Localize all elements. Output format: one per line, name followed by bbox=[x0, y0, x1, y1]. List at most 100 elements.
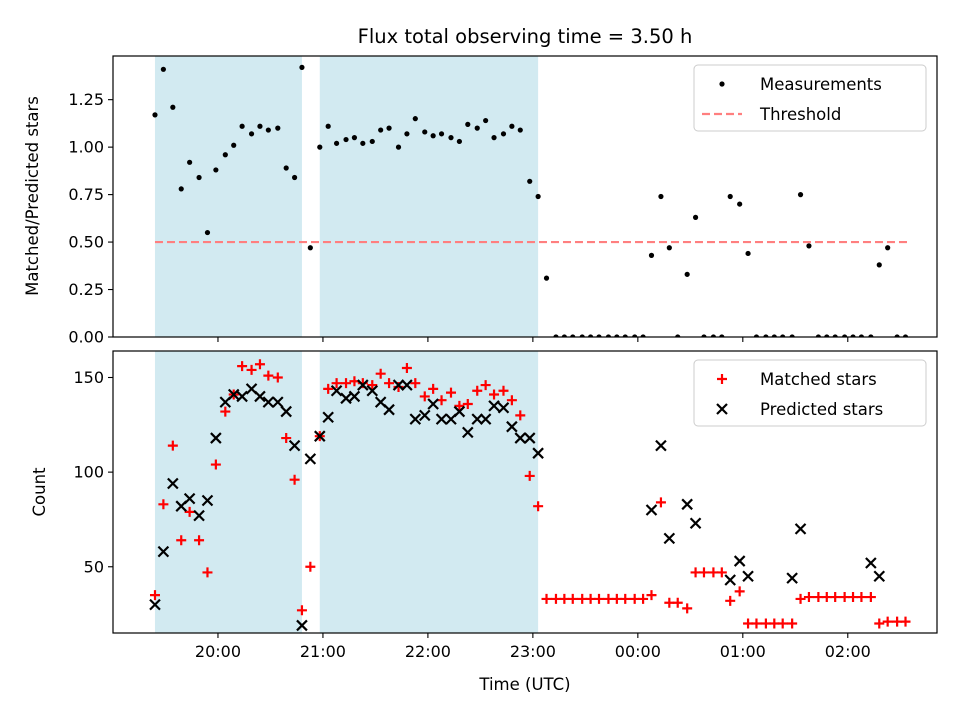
top-series-1-point bbox=[412, 116, 418, 122]
top-series-1-point bbox=[517, 127, 523, 133]
bottom-series-2-point bbox=[532, 447, 544, 459]
bottom-series-2-point bbox=[262, 396, 275, 408]
top-series-1-point bbox=[351, 135, 358, 141]
bottom-series-2-point bbox=[167, 477, 179, 490]
bottom-series-1-point bbox=[480, 380, 491, 391]
top-series-1-point bbox=[632, 334, 638, 337]
top-series-1-point bbox=[378, 127, 384, 133]
top-series-1-point bbox=[283, 165, 289, 171]
top-series-1-point bbox=[885, 245, 891, 251]
top-series-1-point bbox=[325, 123, 331, 129]
bottom-series-2-point bbox=[655, 439, 667, 452]
bottom-series-1-point bbox=[743, 618, 754, 629]
top-series-1-point bbox=[789, 334, 795, 337]
top-series-1-point bbox=[858, 334, 865, 337]
bottom-series-1-point bbox=[341, 378, 352, 389]
top-series-1-point bbox=[483, 117, 489, 124]
bottom-series-1-point bbox=[708, 567, 719, 578]
bottom-series-1-point bbox=[489, 389, 500, 400]
bottom-legend-box bbox=[693, 359, 927, 427]
bottom-legend-label-1: Matched stars bbox=[760, 370, 877, 389]
bottom-series-1-point bbox=[672, 597, 683, 608]
bottom-series-1-point bbox=[559, 593, 570, 604]
bottom-y-axis-label: Count bbox=[30, 467, 49, 517]
bottom-series-1-point bbox=[281, 433, 292, 444]
bottom-series-1-point bbox=[296, 605, 307, 616]
bottom-series-2-point bbox=[366, 384, 379, 397]
bottom-series-1-point bbox=[506, 395, 517, 406]
top-series-1-point bbox=[876, 262, 882, 268]
bottom-series-2-point bbox=[794, 523, 807, 535]
top-legend-label-2: Threshold bbox=[759, 105, 841, 124]
bottom-series-2-point bbox=[488, 400, 500, 412]
bottom-series-1-point bbox=[254, 359, 265, 370]
top-series-1-point bbox=[561, 334, 567, 337]
top-series-1-point bbox=[596, 334, 602, 337]
top-series-1-point bbox=[317, 144, 323, 150]
top-series-1-point bbox=[265, 127, 271, 133]
top-series-1-point bbox=[438, 131, 445, 137]
bottom-series-2-point bbox=[392, 379, 405, 391]
top-series-1-point bbox=[579, 334, 585, 337]
bottom-series-1-point bbox=[550, 593, 561, 604]
top-series-1-point bbox=[196, 174, 202, 181]
bottom-series-1-point bbox=[646, 590, 657, 601]
bottom-series-2-point bbox=[681, 498, 693, 511]
bottom-series-2-point bbox=[149, 598, 161, 611]
bottom-series-1-point bbox=[367, 380, 378, 391]
bottom-series-2-point bbox=[471, 413, 484, 425]
bottom-series-1-point bbox=[856, 592, 867, 603]
bottom-series-2-point bbox=[427, 398, 439, 410]
top-series-1-point bbox=[404, 131, 410, 137]
bottom-series-1-point bbox=[176, 535, 187, 546]
bottom-series-2-point bbox=[786, 572, 798, 584]
top-series-1-point bbox=[299, 64, 305, 70]
top-series-1-point bbox=[535, 193, 541, 200]
bottom-series-2-point bbox=[497, 402, 510, 414]
x-tick-label: 22:00 bbox=[405, 642, 451, 661]
top-y-axis-label: Matched/Predicted stars bbox=[23, 96, 42, 296]
bottom-series-2-point bbox=[479, 413, 492, 425]
bottom-series-2-point bbox=[523, 432, 536, 444]
bottom-series-2-point bbox=[288, 439, 301, 452]
bottom-series-2 bbox=[149, 379, 886, 632]
bottom-legend-swatch-1 bbox=[717, 374, 727, 384]
bottom-series-1-point bbox=[900, 616, 911, 627]
top-series-1-point bbox=[675, 334, 681, 337]
bottom-series-1-point bbox=[682, 603, 693, 614]
bottom-series-1-point bbox=[813, 592, 824, 603]
bottom-series-2-point bbox=[236, 390, 248, 403]
top-series-1-point bbox=[570, 334, 576, 337]
bottom-series-1-point bbox=[524, 470, 535, 481]
top-series-1-point bbox=[231, 142, 237, 148]
bottom-series-2-point bbox=[418, 409, 431, 422]
top-series-1-point bbox=[222, 152, 228, 158]
bottom-series-1-point bbox=[760, 618, 771, 629]
top-series-1-point bbox=[369, 138, 375, 145]
bottom-series-1-point bbox=[246, 364, 257, 375]
bottom-series-1-point bbox=[577, 593, 588, 604]
top-legend-swatch-1 bbox=[719, 81, 725, 87]
top-series-1-point bbox=[239, 123, 245, 129]
bottom-series-1-point bbox=[263, 370, 274, 381]
bottom-series-2-point bbox=[330, 384, 343, 397]
top-observing-window-1 bbox=[154, 56, 302, 337]
bottom-series-1-point bbox=[272, 372, 283, 383]
bottom-series-1-point bbox=[725, 595, 736, 606]
top-y-tick-label: 1.00 bbox=[68, 138, 104, 157]
top-series-1-point bbox=[187, 159, 193, 165]
top-series-1-point bbox=[527, 178, 533, 184]
bottom-axes-frame bbox=[112, 350, 938, 634]
bottom-series-1-point bbox=[638, 593, 649, 604]
top-series-1-point bbox=[614, 334, 620, 337]
bottom-legend: Matched stars Predicted stars bbox=[693, 359, 927, 427]
bottom-legend-label-2: Predicted stars bbox=[760, 400, 883, 419]
x-axis-label: Time (UTC) bbox=[478, 675, 570, 694]
bottom-series-2-point bbox=[383, 403, 395, 416]
bottom-series-2-point bbox=[514, 432, 527, 444]
top-series-1-point bbox=[360, 140, 366, 146]
bottom-y-tick-label: 150 bbox=[73, 368, 104, 387]
top-series-1-point bbox=[832, 334, 838, 337]
top-series-1-point bbox=[868, 334, 874, 337]
bottom-observing-window-1 bbox=[154, 351, 302, 633]
